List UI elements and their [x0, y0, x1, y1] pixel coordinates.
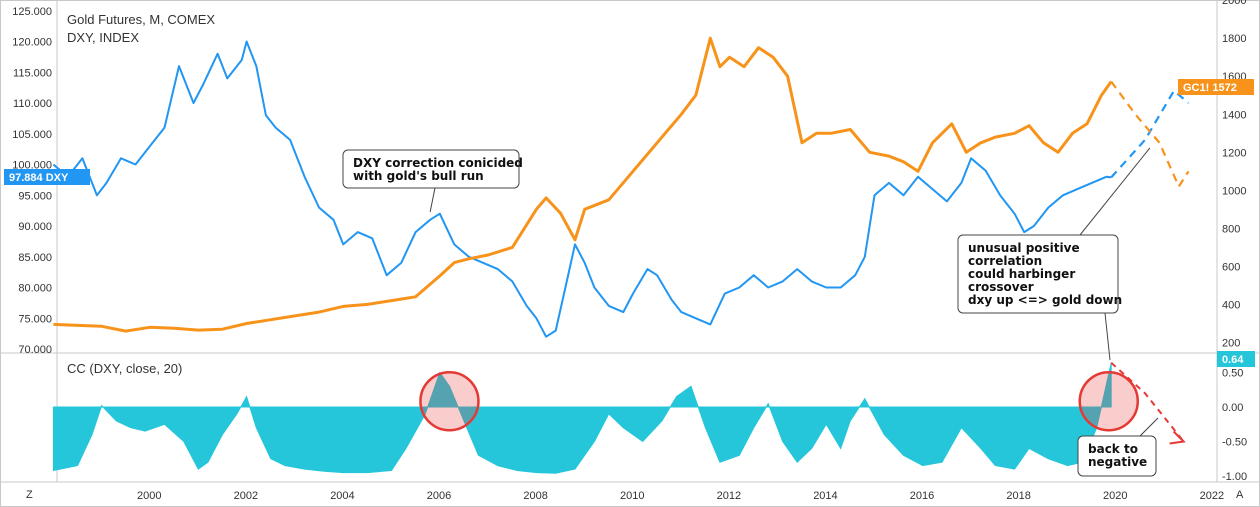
left-tick-label-125.000: 125.000 — [12, 6, 52, 18]
right-tick-label-200: 200 — [1222, 337, 1240, 349]
dxy-price-tag-text: 97.884 DXY — [9, 172, 69, 184]
right-tick-label-1200: 1200 — [1222, 147, 1246, 159]
x-tick-label-2010: 2010 — [620, 490, 644, 502]
cc-area-series — [52, 362, 1112, 474]
x-tick-label-2006: 2006 — [427, 490, 451, 502]
gold-line-series — [53, 36, 1113, 333]
gold-projection-line — [1110, 80, 1190, 189]
cc-value-tag-bg — [1217, 351, 1255, 367]
left-tick-label-85.000: 85.000 — [18, 252, 52, 264]
axis-layer: 2000 2002 2004 2006 2008 2010 2012 2014 2016 2018… — [12, 0, 1247, 502]
annotation-positive-correlation-line-3: could harbinger — [968, 267, 1075, 281]
left-tick-label-120.000: 120.000 — [12, 37, 52, 49]
cc-tick-label--1.00: -1.00 — [1222, 471, 1247, 483]
series-layer — [52, 36, 1113, 474]
cc-projection-line — [1110, 362, 1185, 443]
annotation-dxy-correction-line-1: DXY correction conicided — [353, 156, 523, 170]
right-tick-label-2000: 2000 — [1222, 0, 1246, 7]
x-tick-label-2012: 2012 — [717, 490, 741, 502]
right-tick-label-1400: 1400 — [1222, 109, 1246, 121]
left-tick-label-110.000: 110.000 — [13, 98, 52, 110]
x-tick-label-2014: 2014 — [813, 490, 837, 502]
right-tick-label-1000: 1000 — [1222, 185, 1246, 197]
annotation-dxy-correction-pointer — [429, 187, 436, 213]
x-tick-label-2008: 2008 — [523, 490, 547, 502]
dxy-line-series — [52, 40, 1112, 338]
gold-price-tag-bg — [1178, 79, 1254, 95]
x-tick-label-2020: 2020 — [1103, 490, 1127, 502]
left-tick-label-75.000: 75.000 — [18, 313, 52, 325]
left-tick-label-70.000: 70.000 — [18, 344, 52, 356]
annotation-positive-correlation-pointer — [1079, 147, 1151, 236]
dxy-price-tag-bg — [4, 169, 90, 185]
annotation-positive-correlation-line-4: crossover — [968, 280, 1034, 294]
highlight-circle-2 — [1078, 370, 1140, 432]
annotation-positive-correlation-line-2: correlation — [968, 254, 1042, 268]
left-tick-label-115.000: 115.000 — [13, 67, 52, 79]
annotation-dxy-correction-box — [342, 149, 520, 189]
annotation-positive-correlation-box — [957, 234, 1119, 314]
cc-indicator-label: CC (DXY, close, 20) — [67, 361, 182, 376]
gold-price-tag-text: GC1! 1572 — [1183, 82, 1237, 94]
right-tick-label-400: 400 — [1222, 299, 1240, 311]
chart-subtitle: DXY, INDEX — [67, 30, 139, 45]
left-tick-label-105.000: 105.000 — [12, 129, 52, 141]
annotation-dxy-correction-line-2: with gold's bull run — [353, 169, 484, 183]
annotation-positive-correlation-line-5: dxy up <=> gold down — [968, 293, 1122, 307]
right-tick-label-800: 800 — [1222, 223, 1240, 235]
x-tick-label-2022: 2022 — [1200, 490, 1224, 502]
left-tick-label-100.000: 100.000 — [12, 160, 52, 172]
chart-title: Gold Futures, M, COMEX — [67, 12, 215, 27]
x-tick-label-2004: 2004 — [330, 490, 354, 502]
x-tick-label-2016: 2016 — [910, 490, 934, 502]
cc-tick-label--0.50: -0.50 — [1222, 437, 1247, 449]
left-tick-label-90.000: 90.000 — [18, 221, 52, 233]
left-tick-label-95.000: 95.000 — [18, 190, 52, 202]
annotation-positive-correlation-line-1: unusual positive — [968, 241, 1080, 255]
cc-projection-arrowhead — [1169, 430, 1186, 445]
annotation-back-to-negative-pointer — [1139, 417, 1159, 437]
cc-tick-label-0.00: 0.00 — [1222, 402, 1243, 414]
x-tick-label-2000: 2000 — [137, 490, 161, 502]
dxy-projection-line — [1110, 89, 1190, 179]
annotation-positive-correlation-pointer-2 — [1104, 312, 1111, 361]
right-tick-label-1800: 1800 — [1222, 33, 1246, 45]
highlight-circle-1 — [419, 370, 480, 432]
right-tick-label-600: 600 — [1222, 261, 1240, 273]
cc-value-tag-text: 0.64 — [1222, 354, 1244, 366]
annotation-back-to-negative-box — [1077, 435, 1157, 477]
zoom-z-button[interactable]: Z — [26, 489, 33, 501]
annotation-back-to-negative-line-2: negative — [1088, 455, 1147, 469]
cc-tick-label-0.50: 0.50 — [1222, 368, 1243, 380]
x-tick-label-2002: 2002 — [234, 490, 258, 502]
annotation-back-to-negative-line-1: back to — [1088, 442, 1138, 456]
left-tick-label-80.000: 80.000 — [18, 283, 52, 295]
auto-scale-button[interactable]: A — [1236, 489, 1244, 501]
x-tick-label-2018: 2018 — [1006, 490, 1030, 502]
